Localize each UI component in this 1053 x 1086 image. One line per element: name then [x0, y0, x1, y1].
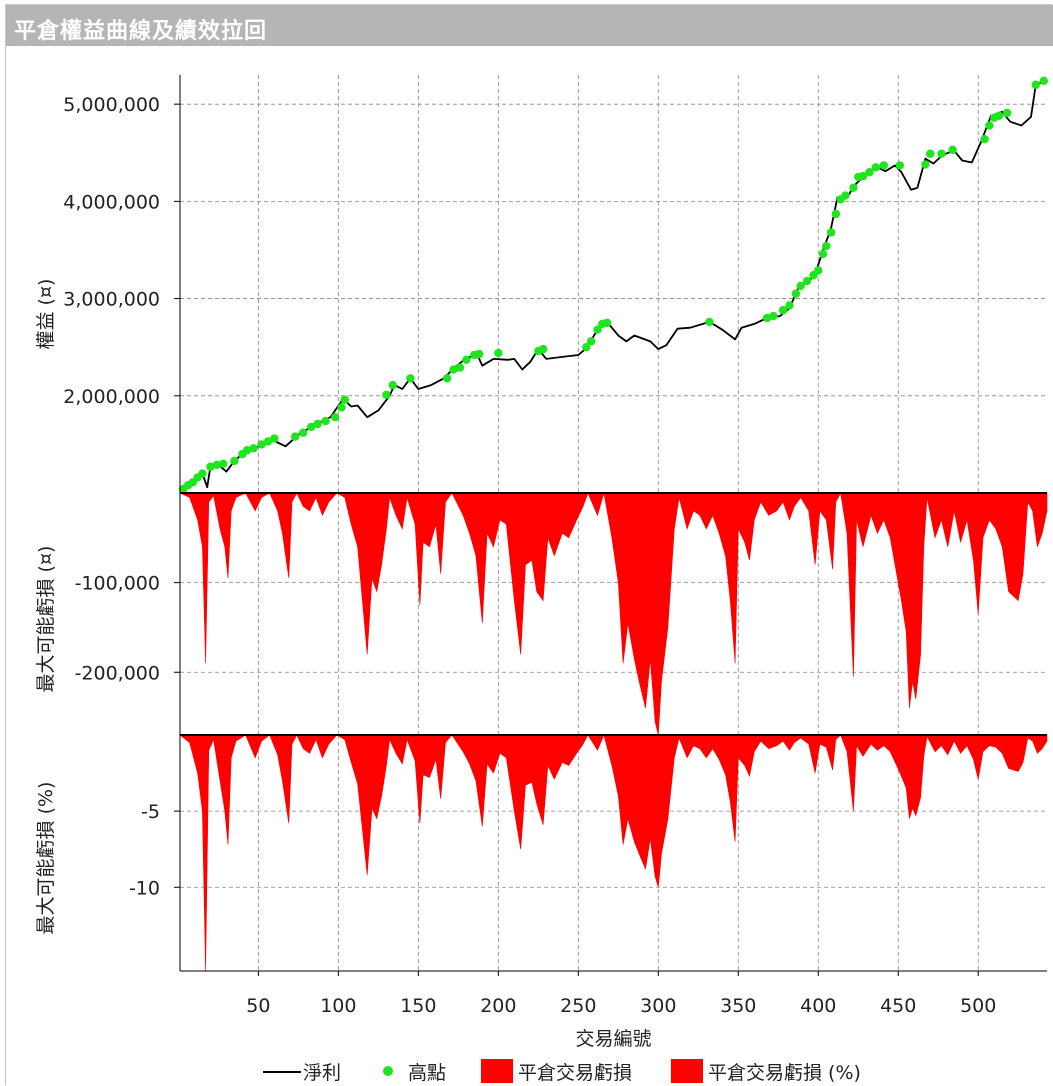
x-tick-label: 450: [880, 995, 916, 1017]
high-point: [582, 342, 591, 352]
legend-label: 高點: [408, 1062, 446, 1084]
high-point: [242, 446, 252, 455]
chart-window-frame: [5, 4, 1052, 1085]
x-tick-label: 300: [640, 995, 676, 1017]
high-point: [937, 149, 946, 158]
drawdown-value-area: [179, 492, 1048, 736]
high-point: [290, 432, 300, 441]
high-point: [818, 249, 828, 259]
legend-dot-symbol: [383, 1066, 393, 1076]
high-point: [1031, 80, 1041, 89]
high-point: [871, 163, 881, 172]
high-point: [602, 318, 612, 328]
high-point: [705, 317, 714, 327]
window-titlebar: 平倉權益曲線及績效拉回: [6, 5, 1053, 46]
x-tick-label: 250: [560, 995, 596, 1017]
high-point: [814, 266, 823, 275]
high-point: [337, 403, 346, 412]
x-axis-label: 交易編號: [575, 1028, 651, 1050]
high-point: [762, 313, 772, 323]
high-point: [865, 168, 874, 177]
high-point: [462, 355, 471, 365]
high-point: [785, 301, 794, 310]
high-point: [994, 111, 1004, 121]
high-point: [985, 121, 994, 130]
x-tick-label: 50: [246, 995, 270, 1017]
high-point: [1002, 108, 1012, 118]
high-point: [494, 348, 503, 358]
high-point: [306, 422, 316, 432]
high-point: [249, 444, 258, 453]
y-tick-label: -100,000: [75, 573, 160, 595]
y-tick-label: 4,000,000: [63, 191, 160, 213]
high-point: [198, 469, 207, 478]
high-point: [586, 337, 596, 346]
high-point: [926, 149, 935, 158]
legend-label: 平倉交易虧損: [518, 1062, 632, 1084]
high-point: [849, 183, 858, 192]
y-axis-label: 最大可能虧損 (¤): [35, 546, 57, 693]
high-point: [1039, 76, 1049, 86]
high-point: [406, 374, 415, 383]
high-point: [778, 306, 788, 315]
high-point: [206, 462, 215, 471]
high-point: [321, 416, 330, 426]
x-tick-label: 200: [480, 995, 516, 1017]
high-point: [796, 281, 805, 291]
high-point: [449, 365, 458, 374]
x-tick-label: 400: [800, 995, 836, 1017]
legend-box-symbol: [481, 1059, 513, 1083]
high-point: [474, 349, 484, 359]
high-point: [826, 228, 836, 237]
drawdown-percent-area: [179, 734, 1048, 972]
high-point: [791, 289, 801, 298]
y-tick-label: -5: [141, 801, 160, 823]
high-point: [257, 440, 266, 449]
y-tick-label: 3,000,000: [63, 289, 160, 311]
y-axis-label: 權益 (¤): [35, 279, 57, 350]
y-tick-label: 2,000,000: [63, 386, 160, 408]
high-point: [270, 434, 279, 443]
x-tick-label: 350: [720, 995, 756, 1017]
high-point: [330, 412, 340, 422]
y-tick-label: -200,000: [75, 662, 160, 684]
high-point: [879, 161, 889, 170]
x-tick-label: 500: [960, 995, 996, 1017]
high-point: [831, 209, 841, 219]
high-point: [382, 390, 391, 400]
high-point: [822, 241, 831, 251]
high-point: [218, 459, 228, 469]
high-point: [948, 145, 957, 155]
high-point: [858, 171, 868, 181]
high-point: [313, 419, 322, 429]
high-point: [212, 460, 221, 470]
y-axis-label: 最大可能虧損 (%): [35, 782, 57, 935]
x-tick-label: 100: [320, 995, 356, 1017]
high-point: [538, 344, 548, 354]
high-point: [230, 456, 239, 466]
legend-box-symbol: [671, 1059, 703, 1083]
window-title: 平倉權益曲線及績效拉回: [14, 19, 268, 44]
equity-line: [179, 79, 1048, 493]
high-point: [841, 191, 850, 200]
legend-label: 平倉交易虧損 (%): [708, 1062, 861, 1084]
legend-label: 淨利: [303, 1062, 341, 1084]
y-tick-label: 5,000,000: [63, 94, 160, 116]
high-point: [442, 374, 452, 383]
high-point: [298, 428, 308, 437]
high-point: [980, 134, 989, 144]
high-point: [593, 325, 602, 334]
high-point: [802, 276, 812, 286]
high-point: [455, 363, 465, 372]
high-point: [340, 395, 349, 404]
high-point: [921, 160, 930, 169]
high-point: [388, 380, 397, 390]
high-point: [895, 161, 905, 170]
high-point: [263, 437, 273, 446]
x-tick-label: 150: [400, 995, 436, 1017]
y-tick-label: -10: [129, 877, 160, 899]
high-point: [769, 311, 778, 321]
